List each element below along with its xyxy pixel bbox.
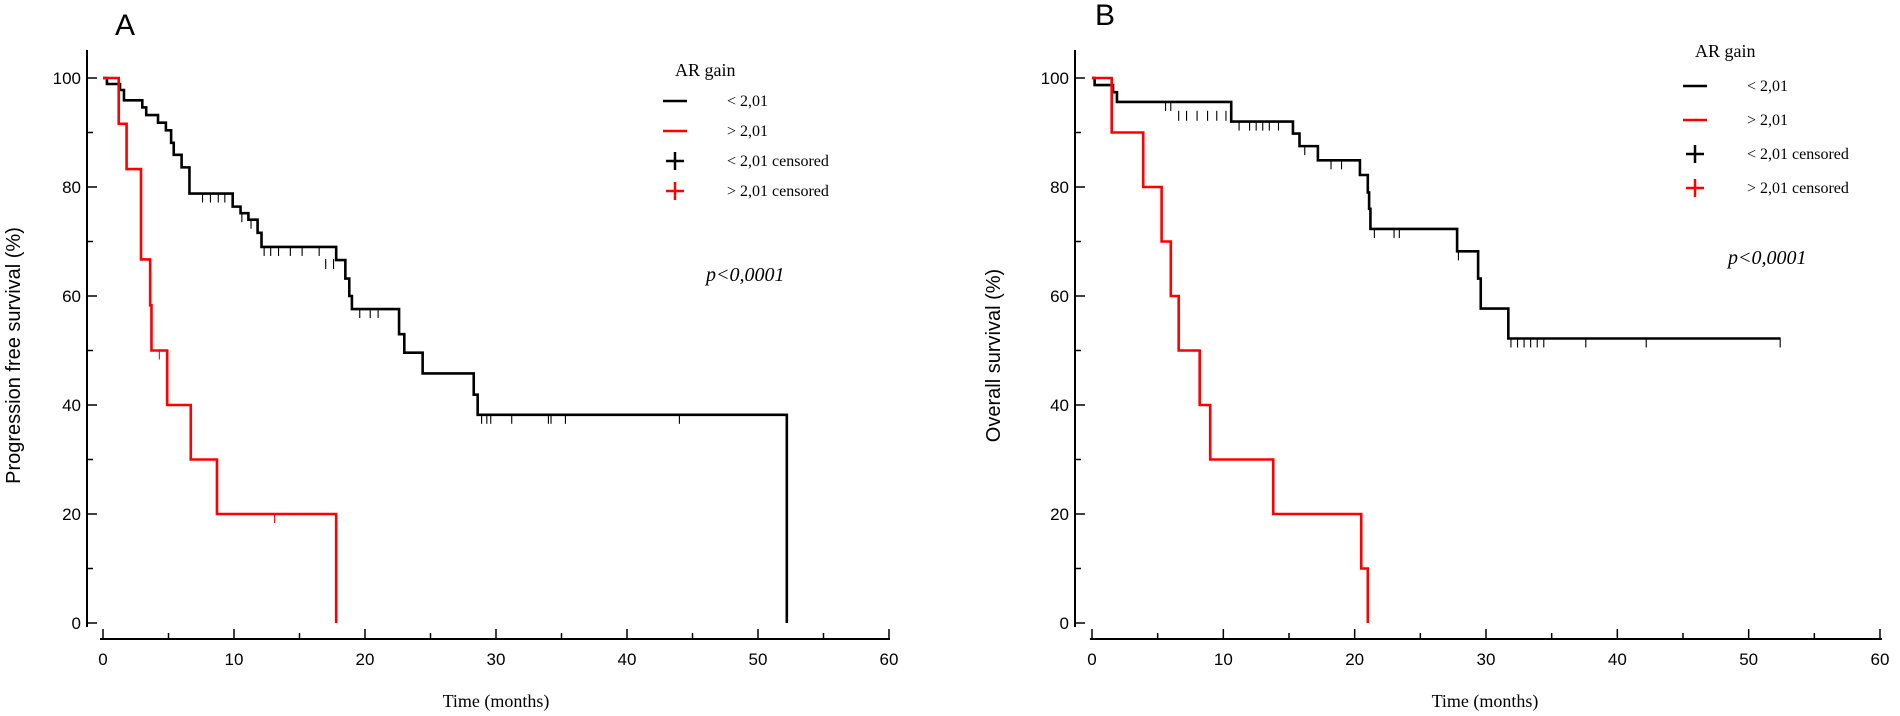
x-tick-label: 0 [98, 650, 107, 669]
p-value-annotation: p<0,0001 [704, 264, 785, 286]
x-tick-label: 30 [487, 650, 506, 669]
legend-entry-label: < 2,01 [727, 93, 768, 110]
chart-panel-b: B 0 20 40 60 80 100 0 10 20 30 40 50 60 Overall surviv… [983, 0, 1889, 712]
x-tick-label: 10 [1214, 650, 1233, 669]
y-axis-title: Overall survival (%) [983, 269, 1005, 442]
x-tick-label: 60 [880, 650, 899, 669]
y-tick-label: 20 [1050, 505, 1069, 524]
y-tick-label: 80 [62, 178, 81, 197]
x-tick-label: 20 [356, 650, 375, 669]
p-value-annotation: p<0,0001 [1726, 247, 1807, 269]
legend-entry-label: > 2,01 [1747, 112, 1788, 129]
legend-entry-label: < 2,01 [1747, 78, 1788, 95]
chart-panel-a: A 0 20 40 60 80 100 0 10 20 30 40 50 60 Progression fr… [3, 9, 898, 712]
km-curve-series-1 [103, 76, 789, 623]
legend: AR gain < 2,01 > 2,01 < 2,01 censored > 2,01… [1683, 41, 1849, 197]
x-tick-label: 40 [618, 650, 637, 669]
y-tick-label: 20 [62, 505, 81, 524]
legend-entry-label: > 2,01 censored [727, 183, 829, 200]
panel-label: A [115, 9, 135, 42]
km-curve-series-2 [1092, 76, 1370, 623]
legend-title: AR gain [1695, 41, 1756, 61]
legend: AR gain < 2,01 > 2,01 < 2,01 censored > 2,01… [663, 60, 829, 200]
y-axis-title: Progression free survival (%) [3, 227, 25, 484]
y-tick-label: 60 [1050, 287, 1069, 306]
legend-title: AR gain [675, 60, 736, 80]
legend-entry-label: < 2,01 censored [727, 153, 829, 170]
x-tick-label: 50 [749, 650, 768, 669]
y-tick-label: 100 [1041, 69, 1069, 88]
x-tick-label: 50 [1739, 650, 1758, 669]
x-tick-label: 10 [225, 650, 244, 669]
x-tick-label: 0 [1087, 650, 1096, 669]
legend-entry-label: > 2,01 censored [1747, 180, 1849, 197]
x-axis-title: Time (months) [443, 691, 550, 712]
y-tick-label: 100 [53, 69, 81, 88]
legend-entry-label: > 2,01 [727, 123, 768, 140]
y-tick-label: 0 [1060, 614, 1069, 633]
x-tick-label: 40 [1608, 650, 1627, 669]
x-tick-label: 20 [1345, 650, 1364, 669]
x-tick-label: 30 [1477, 650, 1496, 669]
panel-label: B [1095, 0, 1115, 32]
y-tick-label: 0 [72, 614, 81, 633]
legend-entry-label: < 2,01 censored [1747, 146, 1849, 163]
x-axis-title: Time (months) [1432, 691, 1539, 712]
y-tick-label: 60 [62, 287, 81, 306]
y-tick-label: 40 [62, 396, 81, 415]
km-curve-series-2 [103, 76, 338, 623]
km-curve-series-1 [1092, 76, 1781, 340]
y-tick-label: 40 [1050, 396, 1069, 415]
x-tick-label: 60 [1871, 650, 1890, 669]
y-tick-label: 80 [1050, 178, 1069, 197]
